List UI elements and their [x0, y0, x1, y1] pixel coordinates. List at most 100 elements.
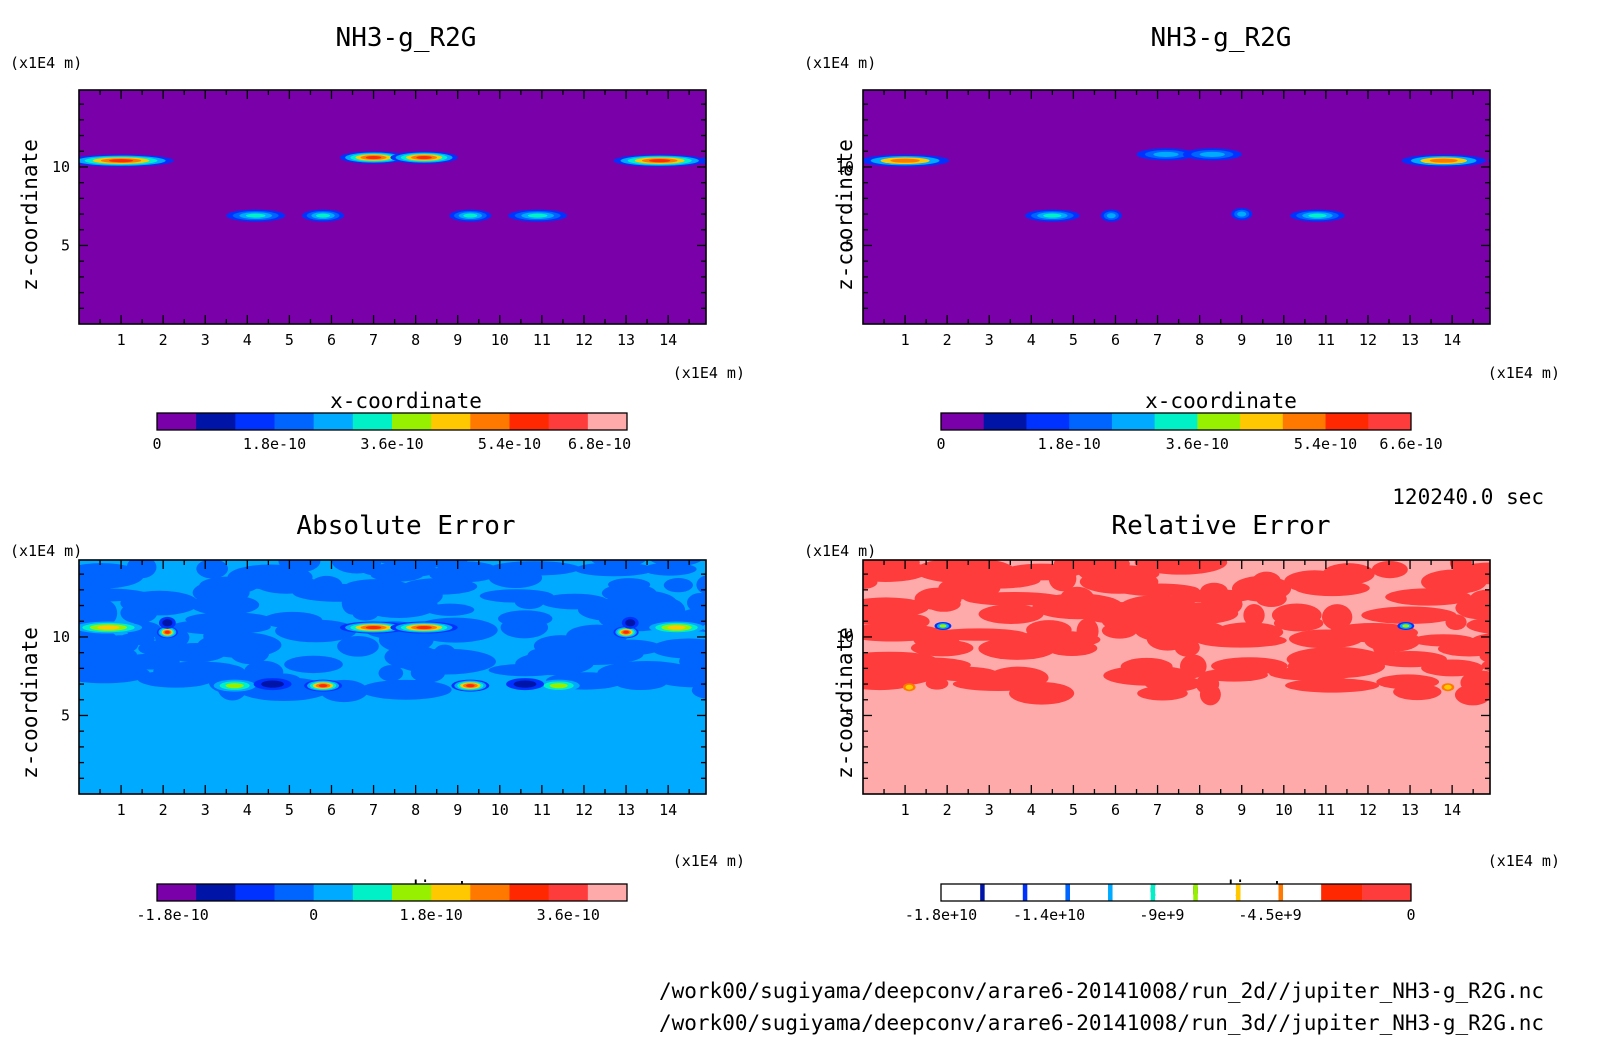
plot-background	[79, 90, 706, 324]
colorbar-cell	[1070, 884, 1109, 901]
x-tick-label: 9	[1237, 801, 1246, 819]
error-field-patch	[153, 661, 245, 681]
error-field-patch	[262, 611, 323, 629]
contour-feature	[225, 683, 244, 689]
colorbar-cell	[1325, 413, 1369, 430]
contour-feature	[709, 623, 761, 632]
colorbar-tick-label: 6.6e-10	[1379, 435, 1442, 453]
error-field-patch	[863, 597, 929, 618]
colorbar-tick-label: -9e+9	[1139, 906, 1184, 924]
contour-feature	[463, 213, 478, 218]
panel-2-x-unit: (x1E4 m)	[1488, 364, 1560, 382]
x-tick-label: 10	[491, 801, 509, 819]
contour-feature	[939, 624, 947, 628]
contour-feature	[695, 157, 706, 165]
error-field-patch	[1076, 618, 1099, 645]
contour-feature	[316, 213, 331, 218]
y-tick-label: 5	[61, 236, 70, 254]
contour-feature	[1106, 213, 1116, 219]
x-tick-label: 11	[533, 801, 551, 819]
y-tick-label: 5	[845, 236, 854, 254]
panel-4: Relative Error (x1E4 m) z-coordinate (x1…	[804, 511, 1560, 924]
error-field-patch	[1134, 560, 1228, 575]
error-field-patch	[566, 624, 628, 647]
colorbar-cell	[1240, 413, 1284, 430]
y-tick-label: 5	[61, 706, 70, 724]
contour-feature	[1517, 159, 1546, 163]
x-tick-label: 6	[327, 801, 336, 819]
colorbar-tick-label: 3.6e-10	[537, 906, 600, 924]
y-tick-label: 10	[52, 158, 70, 176]
x-tick-label: 8	[1195, 801, 1204, 819]
panel-1-title: NH3-g_R2G	[336, 23, 477, 53]
x-tick-label: 2	[943, 331, 952, 349]
error-field-patch	[1026, 620, 1072, 640]
contour-feature	[245, 213, 266, 218]
contour-feature	[513, 680, 537, 688]
colorbar-cell	[587, 884, 628, 901]
colorbar-tick-label: -1.4e+10	[1013, 906, 1085, 924]
x-tick-label: 13	[617, 801, 635, 819]
contour-feature	[527, 213, 548, 218]
x-tick-label: 1	[117, 331, 126, 349]
error-field-patch	[696, 575, 706, 595]
contour-feature	[365, 156, 382, 160]
x-tick-label: 4	[243, 331, 252, 349]
error-field-patch	[278, 560, 321, 573]
plot-background	[863, 90, 1490, 324]
x-tick-label: 11	[533, 331, 551, 349]
colorbar-cell	[587, 413, 628, 430]
error-field-patch	[663, 578, 693, 593]
colorbar-cell	[313, 413, 354, 430]
x-tick-label: 2	[159, 331, 168, 349]
x-tick-label: 7	[369, 801, 378, 819]
x-tick-label: 7	[1153, 801, 1162, 819]
panel-2: NH3-g_R2G (x1E4 m) z-coordinate (x1E4 m)…	[804, 23, 1560, 453]
error-field-patch	[79, 628, 118, 650]
x-tick-label: 11	[1317, 801, 1335, 819]
error-field-patch	[651, 638, 706, 659]
colorbar-cell	[983, 413, 1027, 430]
x-tick-label: 4	[1027, 801, 1036, 819]
panel-2-y-unit: (x1E4 m)	[804, 54, 876, 72]
contour-feature	[1429, 158, 1458, 163]
error-field-patch	[1411, 634, 1476, 647]
error-field-patch	[1060, 586, 1095, 611]
colorbar-cell	[392, 413, 432, 430]
contour-feature	[1043, 213, 1062, 218]
x-tick-label: 4	[243, 801, 252, 819]
error-field-patch	[378, 665, 404, 682]
x-tick-label: 2	[159, 801, 168, 819]
error-field-patch	[479, 589, 554, 603]
colorbar-cell	[1150, 884, 1156, 901]
x-tick-label: 8	[411, 331, 420, 349]
x-tick-label: 12	[1359, 331, 1377, 349]
colorbar-tick-label: 1.8e-10	[243, 435, 306, 453]
contour-feature	[162, 619, 173, 627]
colorbar-cell	[1197, 413, 1241, 430]
panel-2-title: NH3-g_R2G	[1151, 23, 1292, 53]
x-tick-label: 10	[1275, 331, 1293, 349]
x-tick-label: 10	[1275, 801, 1293, 819]
contour-feature	[1487, 158, 1490, 163]
error-field-patch	[378, 560, 468, 568]
error-field-patch	[540, 593, 609, 610]
error-field-patch	[284, 655, 343, 674]
x-tick-label: 5	[1069, 331, 1078, 349]
x-tick-label: 12	[575, 331, 593, 349]
colorbar-cell	[1321, 884, 1363, 901]
colorbar-cell	[1278, 884, 1284, 901]
contour-feature	[890, 158, 920, 163]
panel-3-colorbar: -1.8e-10 0 1.8e-10 3.6e-10	[137, 883, 628, 924]
contour-feature	[701, 624, 706, 631]
contour-feature	[1508, 157, 1557, 164]
x-tick-label: 1	[901, 331, 910, 349]
error-field-patch	[1449, 560, 1472, 573]
x-tick-label: 3	[985, 801, 994, 819]
colorbar-cell	[235, 413, 275, 430]
contour-feature	[1199, 151, 1225, 157]
colorbar-tick-label: 5.4e-10	[478, 435, 541, 453]
error-field-patch	[863, 651, 936, 667]
contour-feature	[905, 684, 914, 690]
